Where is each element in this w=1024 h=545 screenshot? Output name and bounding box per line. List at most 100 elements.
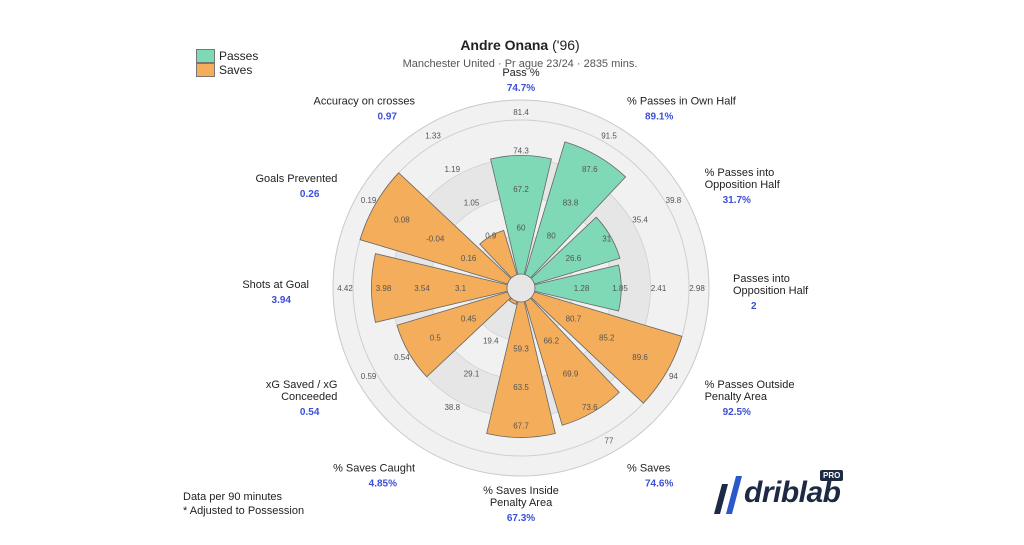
tick-label-1-2: 87.6: [582, 165, 598, 174]
tick-label-7-2: 38.8: [444, 403, 460, 412]
tick-label-3-2: 2.41: [651, 284, 667, 293]
tick-label-2-3: 39.8: [666, 196, 682, 205]
bar-7: [508, 297, 518, 305]
category-label-line-6-0: % Saves Inside: [483, 485, 559, 497]
tick-label-3-1: 1.85: [612, 284, 628, 293]
category-value-10: 0.26: [300, 189, 320, 200]
chart-ticks: 60 67.2 74.3 81.4 80 83.8 87.6 91.5 26.6 31 35.4 39…: [337, 108, 705, 445]
category-label-line-6-1: Penalty Area: [490, 497, 553, 509]
bar-1: [524, 141, 627, 279]
category-value-0: 74.7%: [507, 83, 535, 94]
tick-label-6-0: 59.3: [513, 345, 529, 354]
brand-mark-icon: [714, 476, 742, 514]
category-label-line-3-0: Passes into: [733, 273, 790, 285]
tick-label-8-2: 0.54: [394, 353, 410, 362]
tick-label-8-3: 0.59: [361, 372, 377, 381]
category-label-line-9-0: Shots at Goal: [242, 279, 309, 291]
tick-label-6-1: 63.5: [513, 383, 529, 392]
tick-label-4-2: 89.6: [632, 353, 648, 362]
category-label-0: Pass % 74.7%: [502, 67, 540, 94]
legend-label-passes: Passes: [219, 49, 259, 63]
bar-2: [530, 216, 621, 285]
category-label-line-5-0: % Saves: [627, 463, 671, 475]
category-label-10: Goals Prevented 0.26: [255, 173, 337, 200]
tick-label-4-3: 94: [669, 372, 678, 381]
tick-label-1-0: 80: [547, 232, 556, 241]
tick-label-9-0: 3.1: [455, 284, 467, 293]
category-value-6: 67.3%: [507, 513, 535, 524]
tick-label-0-2: 74.3: [513, 147, 529, 156]
chart-title: Andre Onana ('96): [360, 37, 680, 53]
bar-9: [371, 253, 508, 323]
bar-11: [479, 229, 518, 279]
tick-label-10-1: -0.04: [426, 235, 445, 244]
category-value-7: 4.85%: [369, 479, 397, 490]
tick-label-10-2: 0.08: [394, 215, 410, 224]
bar-8: [396, 291, 512, 378]
tick-label-1-3: 91.5: [601, 132, 617, 141]
tick-label-2-0: 26.6: [566, 254, 582, 263]
category-value-2: 31.7%: [723, 195, 751, 206]
bar-3: [534, 264, 622, 312]
tick-label-8-1: 0.5: [430, 334, 442, 343]
legend-label-saves: Saves: [219, 63, 253, 77]
tick-label-5-2: 73.6: [582, 403, 598, 412]
tick-label-11-2: 1.19: [444, 165, 460, 174]
tick-label-4-0: 80.7: [566, 314, 582, 323]
bar-0: [490, 155, 552, 275]
legend-swatch-passes: [196, 49, 215, 63]
category-label-line-4-1: Penalty Area: [705, 391, 768, 403]
tick-label-6-2: 67.7: [513, 422, 529, 431]
category-label-line-3-1: Opposition Half: [733, 285, 809, 297]
tick-label-2-2: 35.4: [632, 215, 648, 224]
category-value-9: 3.94: [272, 295, 292, 306]
category-value-11: 0.97: [378, 111, 398, 122]
tick-label-5-1: 69.9: [563, 370, 579, 379]
player-year: ('96): [552, 37, 580, 53]
legend-item-passes: Passes: [196, 49, 258, 63]
category-label-line-0-0: Pass %: [502, 67, 540, 79]
tick-label-0-0: 60: [517, 224, 526, 233]
category-label-line-10-0: Goals Prevented: [255, 173, 337, 185]
category-value-5: 74.6%: [645, 479, 673, 490]
tick-label-10-3: 0.19: [361, 196, 377, 205]
category-value-8: 0.54: [300, 407, 320, 418]
tick-label-5-0: 66.2: [543, 336, 559, 345]
tick-label-11-1: 1.05: [464, 198, 480, 207]
tick-label-7-0: 19.4: [483, 336, 499, 345]
brand-logo: driblab PRO: [704, 470, 844, 520]
bar-4: [530, 291, 683, 404]
category-label-7: % Saves Caught 4.85%: [333, 463, 415, 490]
bar-5: [524, 297, 620, 426]
category-label-line-11-0: Accuracy on crosses: [314, 95, 416, 107]
chart-subtitle: Manchester United · Pr ague 23/24 · 2835…: [402, 58, 638, 70]
category-label-9: Shots at Goal 3.94: [242, 279, 309, 306]
player-name: Andre Onana: [460, 37, 549, 53]
legend-swatch-saves: [196, 63, 215, 77]
category-label-line-8-1: Conceeded: [281, 391, 337, 403]
tick-label-8-0: 0.45: [461, 314, 477, 323]
category-label-1: % Passes in Own Half 89.1%: [627, 95, 737, 122]
category-value-4: 92.5%: [723, 407, 751, 418]
chart-bars: [359, 141, 683, 438]
tick-label-0-3: 81.4: [513, 108, 529, 117]
chart-rings: [332, 99, 710, 477]
footer-line-1: Data per 90 minutes: [183, 491, 283, 503]
tick-label-10-0: 0.16: [461, 254, 477, 263]
brand-badge: PRO: [820, 470, 844, 481]
legend-item-saves: Saves: [196, 63, 258, 77]
tick-label-4-1: 85.2: [599, 334, 615, 343]
category-label-line-1-0: % Passes in Own Half: [627, 95, 737, 107]
tick-label-7-1: 29.1: [464, 370, 480, 379]
category-label-5: % Saves 74.6%: [627, 463, 673, 490]
footer-note: Data per 90 minutes * Adjusted to Posses…: [183, 490, 304, 518]
category-label-line-2-0: % Passes into: [705, 167, 775, 179]
category-label-line-7-0: % Saves Caught: [333, 463, 415, 475]
bar-6: [486, 301, 556, 438]
